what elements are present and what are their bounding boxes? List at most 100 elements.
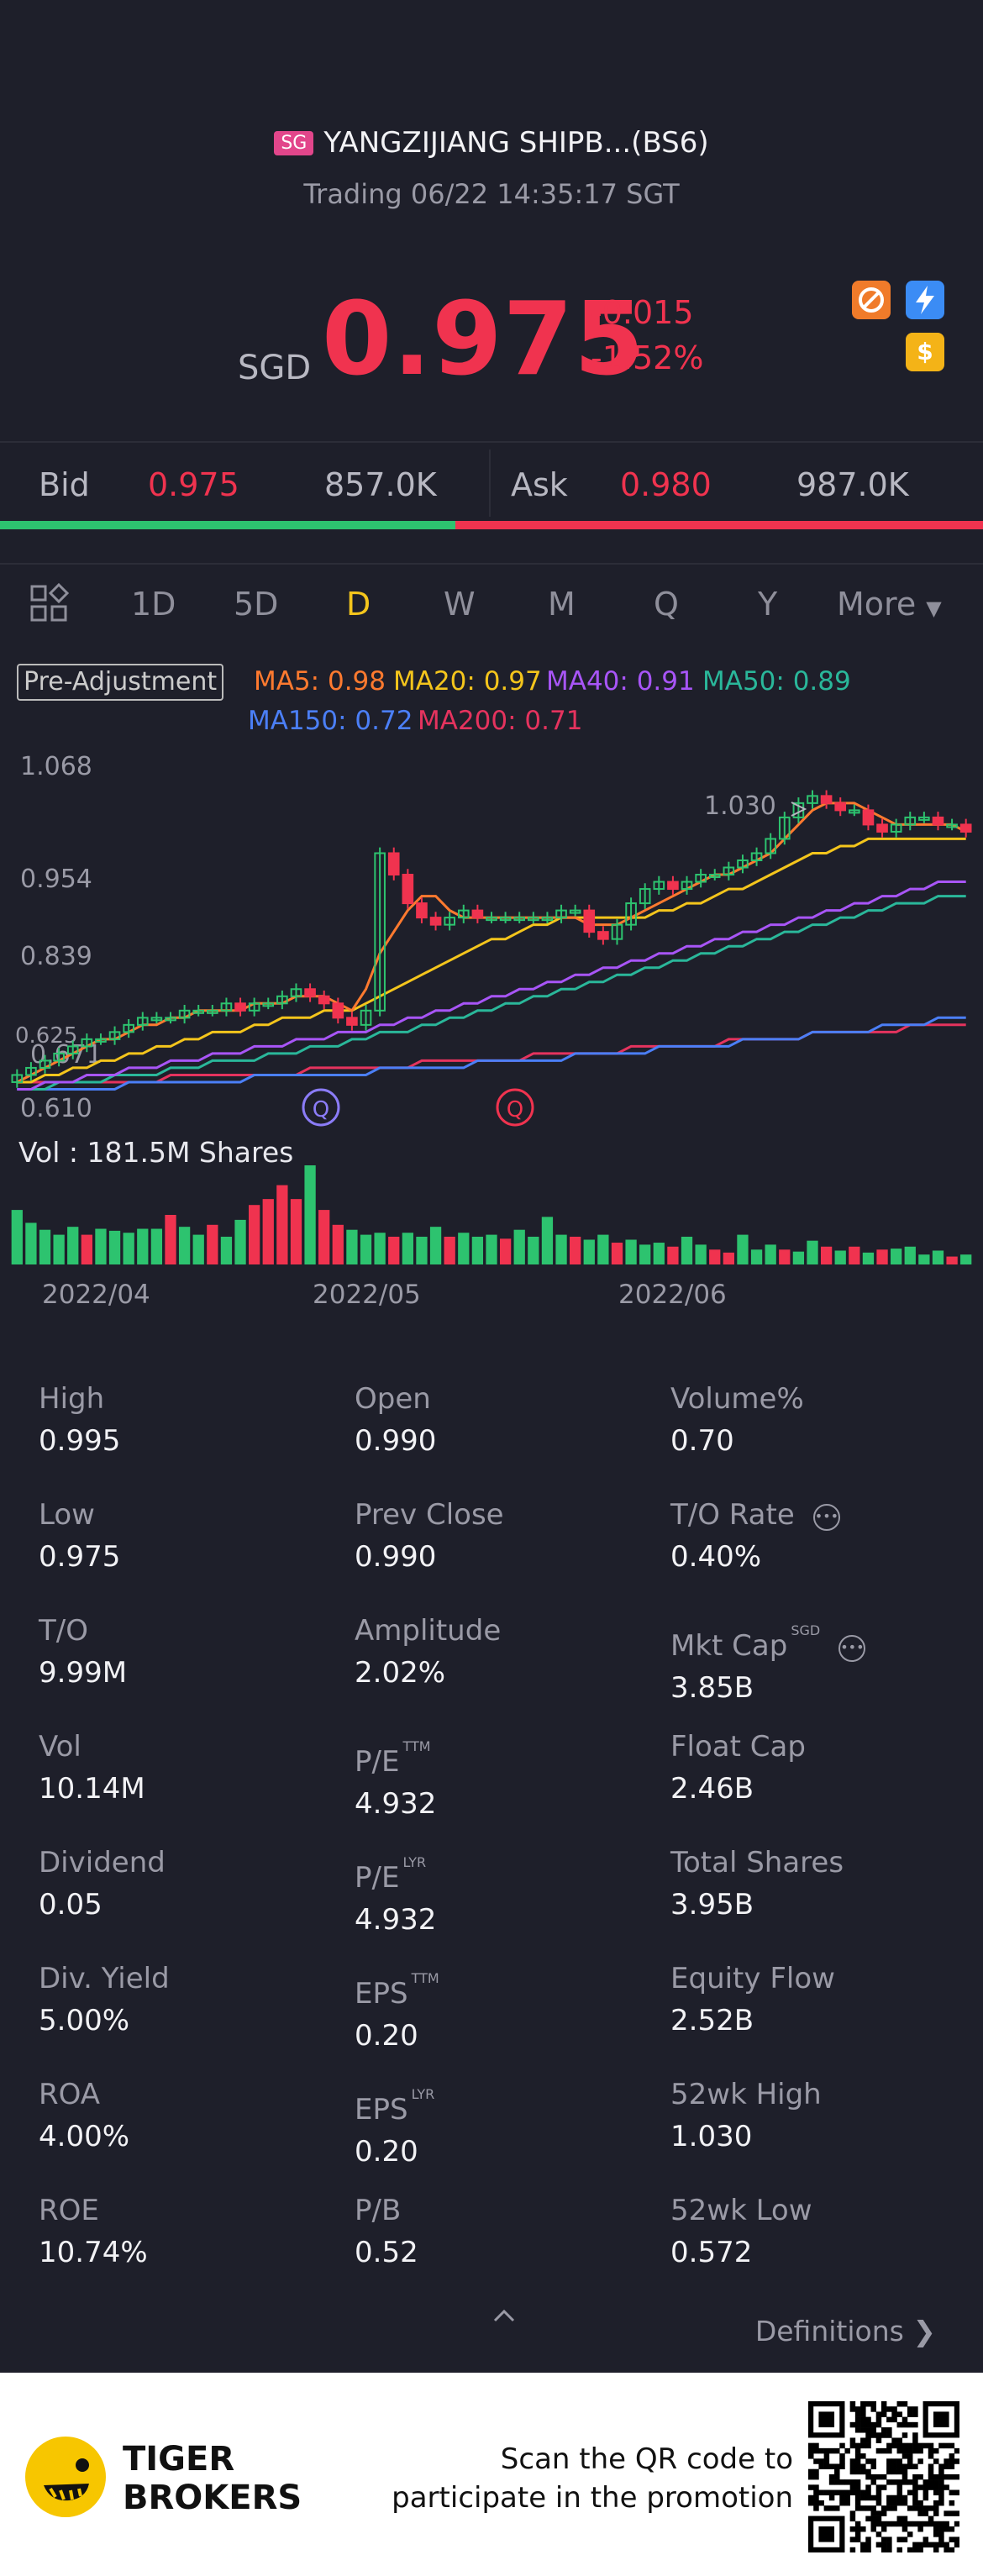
- stat-label-text: Low: [39, 1498, 95, 1532]
- qr-module: [896, 2516, 903, 2522]
- qr-module: [808, 2473, 814, 2480]
- volume-bar: [81, 1234, 92, 1264]
- stat-label: Amplitude: [355, 1610, 674, 1652]
- qr-module: [912, 2442, 918, 2449]
- info-icon[interactable]: •••: [812, 1504, 840, 1531]
- qr-module: [902, 2521, 908, 2527]
- ask-volume-bar: [455, 521, 983, 529]
- quote-header: SG YANGZIJIANG SHIPB...(BS6) Trading 06/2…: [0, 0, 983, 441]
- trading-status: Trading 06/22 14:35:17 SGT: [303, 178, 680, 210]
- volume-bar: [695, 1244, 707, 1264]
- tiger-logo-icon: [25, 2437, 106, 2517]
- stat-value: 5.00%: [39, 2004, 130, 2037]
- qr-module: [828, 2447, 835, 2454]
- qr-module: [896, 2537, 903, 2542]
- dollar-icon[interactable]: $: [906, 333, 944, 371]
- stat-value: 0.995: [39, 1424, 121, 1458]
- qr-module: [896, 2442, 903, 2449]
- qr-module: [896, 2421, 903, 2428]
- candle-body: [959, 823, 972, 833]
- candle-body: [486, 917, 497, 922]
- chart-type-icon[interactable]: [29, 582, 70, 631]
- qr-module: [860, 2427, 866, 2433]
- volume-bar: [318, 1210, 330, 1264]
- tab-more[interactable]: More ▼: [837, 586, 942, 623]
- volume-bar: [207, 1224, 218, 1264]
- volume-bar: [960, 1254, 972, 1264]
- stock-name: YANGZIJIANG SHIPB...(BS6): [323, 126, 709, 160]
- qr-module: [917, 2542, 923, 2548]
- tab-1d[interactable]: 1D: [131, 586, 176, 623]
- volume-bar: [290, 1199, 302, 1264]
- qr-module: [875, 2447, 882, 2454]
- lightning-icon[interactable]: [906, 281, 944, 319]
- candle-body: [918, 816, 930, 821]
- stat-label: Total Shares: [670, 1842, 983, 1884]
- candle-body: [471, 909, 484, 919]
- qr-module: [923, 2489, 929, 2496]
- stat-cell: Open 0.990: [355, 1378, 674, 1462]
- qr-module: [949, 2453, 955, 2459]
- volume-bar: [779, 1249, 791, 1264]
- definitions-link[interactable]: Definitions ❯: [755, 2315, 936, 2347]
- stat-value: 4.932: [355, 1903, 437, 1937]
- candle-body: [136, 1017, 149, 1026]
- candle-body: [555, 909, 567, 919]
- bid-price: 0.975: [148, 466, 239, 503]
- stat-cell: Low 0.975: [39, 1494, 358, 1578]
- no-short-icon[interactable]: [852, 281, 891, 319]
- qr-module: [828, 2505, 835, 2511]
- qr-module: [865, 2516, 871, 2522]
- tab-monthly[interactable]: M: [548, 586, 576, 623]
- stat-label: Float Cap: [670, 1726, 983, 1768]
- qr-module: [917, 2447, 923, 2454]
- qr-module: [896, 2495, 903, 2501]
- candle-body: [262, 1002, 275, 1007]
- qr-module: [912, 2489, 918, 2496]
- qr-module: [839, 2479, 845, 2485]
- bid-ask-divider: [489, 449, 491, 517]
- qr-module: [944, 2463, 949, 2469]
- info-icon[interactable]: •••: [838, 1635, 866, 1662]
- promo-line-2: participate in the promotion: [392, 2481, 793, 2515]
- stats-grid: High 0.995 Open 0.990 Volume% 0.70 Low 0.975 Pre…: [0, 1344, 983, 2369]
- qr-module: [880, 2484, 887, 2490]
- volume-bar: [458, 1233, 470, 1264]
- qr-module: [902, 2463, 908, 2469]
- qr-module: [949, 2537, 955, 2542]
- qr-module: [928, 2463, 934, 2469]
- stat-label-text: Float Cap: [670, 1730, 806, 1764]
- qr-module: [907, 2406, 913, 2412]
- stat-value: 3.85B: [670, 1671, 754, 1705]
- volume-bar: [765, 1244, 776, 1264]
- tab-daily[interactable]: D: [346, 586, 371, 623]
- tab-yearly[interactable]: Y: [758, 586, 778, 623]
- tab-weekly[interactable]: W: [444, 586, 476, 623]
- stock-title[interactable]: SG YANGZIJIANG SHIPB...(BS6): [0, 126, 983, 160]
- tab-5d[interactable]: 5D: [234, 586, 279, 623]
- stat-label-text: Vol: [39, 1730, 81, 1764]
- qr-code-icon[interactable]: [808, 2401, 959, 2552]
- qr-module: [880, 2432, 887, 2438]
- qr-module: [870, 2427, 876, 2433]
- stat-label-text: Open: [355, 1382, 431, 1416]
- qr-module: [954, 2510, 959, 2516]
- stat-label: Open: [355, 1378, 674, 1420]
- tab-quarterly[interactable]: Q: [654, 586, 679, 623]
- stat-label-text: Prev Close: [355, 1498, 504, 1532]
- qr-module: [928, 2542, 934, 2548]
- stat-value: 10.14M: [39, 1772, 145, 1806]
- qr-module: [870, 2495, 876, 2501]
- qr-module: [886, 2495, 892, 2501]
- chevron-up-icon[interactable]: [492, 2304, 517, 2329]
- qr-module: [917, 2526, 923, 2532]
- qr-module: [896, 2411, 903, 2417]
- candle-body: [39, 1059, 51, 1069]
- qr-module: [865, 2458, 871, 2464]
- promo-text: Scan the QR code to participate in the pr…: [392, 2440, 793, 2517]
- qr-module: [944, 2458, 949, 2464]
- stat-label-text: High: [39, 1382, 105, 1416]
- pre-adjustment-toggle[interactable]: Pre-Adjustment: [17, 664, 224, 701]
- qr-module: [875, 2473, 882, 2480]
